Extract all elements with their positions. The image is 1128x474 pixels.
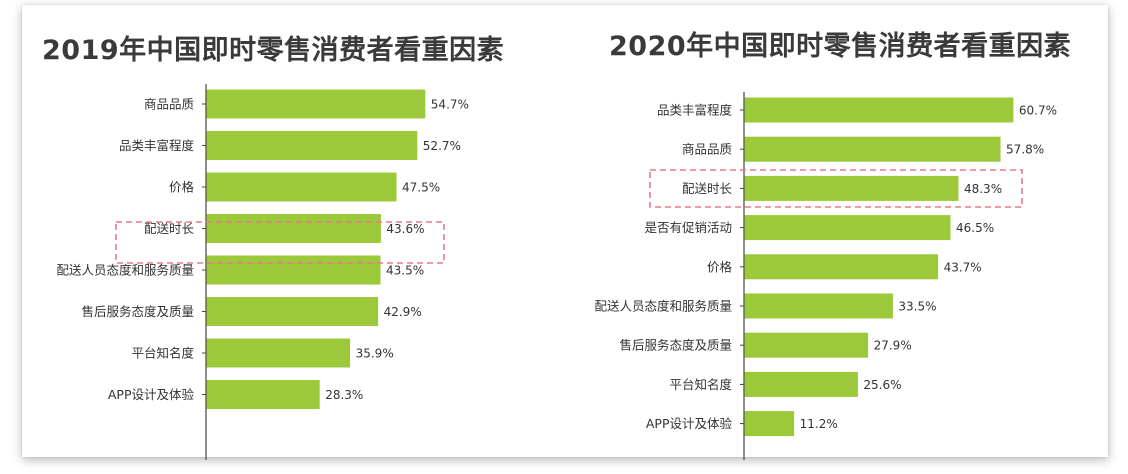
category-label: 配送人员态度和服务质量 xyxy=(56,263,194,278)
bar xyxy=(744,136,1001,162)
bar xyxy=(744,215,951,241)
bar xyxy=(744,411,795,437)
value-label: 35.9% xyxy=(356,347,394,361)
category-label: 配送时长 xyxy=(682,181,733,196)
category-label: APP设计及体验 xyxy=(646,416,733,431)
bar xyxy=(206,255,381,285)
value-label: 42.9% xyxy=(384,305,422,319)
bar xyxy=(744,254,939,280)
value-label: 60.7% xyxy=(1019,104,1057,118)
highlight-box-delivery-time xyxy=(649,169,1023,208)
bar xyxy=(206,89,426,119)
value-label: 43.5% xyxy=(386,264,424,278)
highlight-box-delivery-time xyxy=(115,221,445,264)
bar xyxy=(744,371,858,397)
bar xyxy=(744,332,869,358)
chart-title-2020: 2020年中国即时零售消费者看重因素 xyxy=(609,31,1072,62)
value-label: 11.2% xyxy=(800,417,838,431)
value-label: 54.7% xyxy=(431,98,469,112)
value-label: 28.3% xyxy=(325,388,363,402)
value-label: 27.9% xyxy=(874,339,912,353)
category-label: 平台知名度 xyxy=(669,377,732,392)
bar xyxy=(206,380,320,409)
category-label: 平台知名度 xyxy=(131,346,194,361)
category-label: 品类丰富程度 xyxy=(119,138,195,153)
bar xyxy=(206,172,397,202)
category-label: 配送人员态度和服务质量 xyxy=(594,299,732,314)
value-label: 52.7% xyxy=(423,139,461,153)
bar xyxy=(744,175,959,201)
bar xyxy=(206,338,351,368)
value-label: 43.7% xyxy=(944,260,982,274)
value-label: 48.3% xyxy=(964,182,1002,196)
chart-title-2019: 2019年中国即时零售消费者看重因素 xyxy=(42,35,505,66)
category-label: 价格 xyxy=(707,259,733,274)
bar xyxy=(206,297,379,326)
category-label: 售后服务态度及质量 xyxy=(81,304,194,319)
category-label: 售后服务态度及质量 xyxy=(619,338,732,353)
value-label: 33.5% xyxy=(898,300,936,314)
category-label: 商品品质 xyxy=(682,142,732,157)
category-label: APP设计及体验 xyxy=(108,387,195,402)
value-label: 25.6% xyxy=(863,378,901,392)
value-label: 47.5% xyxy=(402,181,440,195)
bar xyxy=(744,293,893,319)
category-label: 是否有促销活动 xyxy=(644,220,732,235)
category-label: 商品品质 xyxy=(144,97,194,112)
value-label: 46.5% xyxy=(956,221,994,235)
bar xyxy=(744,97,1014,123)
bar xyxy=(206,131,418,160)
bar xyxy=(206,214,381,243)
category-label: 价格 xyxy=(169,180,195,195)
value-label: 43.6% xyxy=(386,222,424,236)
category-label: 品类丰富程度 xyxy=(657,103,733,118)
category-label: 配送时长 xyxy=(144,221,195,236)
value-label: 57.8% xyxy=(1006,143,1044,157)
